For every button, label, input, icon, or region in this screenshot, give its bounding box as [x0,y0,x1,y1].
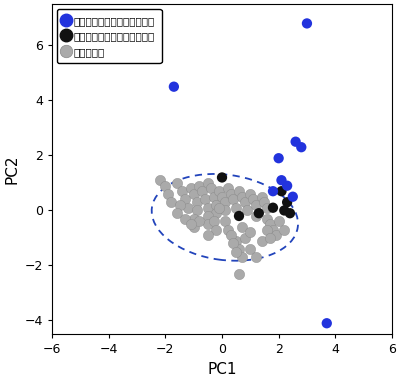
肝細胞がん [190,191,197,197]
肝細胞がん [247,191,254,197]
肝細胞がん [210,218,217,224]
肝細胞がん [222,199,228,205]
肝細胞がん [199,188,205,194]
肝細胞がん [179,188,186,194]
肝細胞がん [244,207,251,213]
肝細胞がん [185,205,191,211]
肝細胞がん [247,246,254,252]
肝細胞がん [233,238,239,244]
肝細胞がん [253,254,259,260]
肝細胞がん [205,205,211,211]
肝細胞がん [193,207,200,213]
肝細胞がん [239,224,245,230]
肝細胞がん [264,227,270,233]
肝炎のない肝内胆管細胞がん [171,84,177,90]
肝細胞がん [174,180,180,186]
肝細胞がん [190,216,197,222]
肝細胞がん [219,194,225,200]
肝細胞がん [193,199,200,205]
肝炎のある肝内胆管細胞がん [284,199,290,205]
肝細胞がん [264,205,270,211]
肝細胞がん [196,182,202,189]
肝細胞がん [258,238,265,244]
肝炎のない肝内胆管細胞がん [304,20,310,26]
肝炎のない肝内胆管細胞がん [292,139,299,145]
肝細胞がん [227,191,234,197]
肝細胞がん [196,218,202,224]
肝細胞がん [236,188,242,194]
肝細胞がん [188,221,194,227]
肝細胞がん [165,191,172,197]
X-axis label: PC1: PC1 [207,362,237,377]
肝細胞がん [216,205,222,211]
肝炎のない肝内胆管細胞がん [270,188,276,194]
肝炎のある肝内胆管細胞がん [281,207,288,213]
肝細胞がん [205,221,211,227]
肝細胞がん [250,197,256,203]
肝炎のある肝内胆管細胞がん [270,205,276,211]
肝細胞がん [224,227,231,233]
肝細胞がん [205,213,211,219]
肝細胞がん [208,186,214,192]
肝細胞がん [176,202,183,208]
肝細胞がん [168,199,174,205]
肝炎のある肝内胆管細胞がん [219,174,225,181]
肝細胞がん [182,216,188,222]
肝細胞がん [270,227,276,233]
肝炎のある肝内胆管細胞がん [278,188,285,194]
肝炎のある肝内胆管細胞がん [287,210,293,216]
肝炎のない肝内胆管細胞がん [324,320,330,326]
肝細胞がん [233,205,239,211]
肝炎のない肝内胆管細胞がん [284,182,290,189]
肝細胞がん [213,210,220,216]
肝細胞がん [222,207,228,213]
肝細胞がん [253,202,259,208]
肝炎のない肝内胆管細胞がん [298,144,304,150]
肝細胞がん [222,218,228,224]
肝細胞がん [202,197,208,203]
肝細胞がん [230,197,236,203]
肝細胞がん [264,216,270,222]
肝細胞がん [261,199,268,205]
肝炎のある肝内胆管細胞がん [256,210,262,216]
肝細胞がん [267,235,273,241]
肝細胞がん [258,194,265,200]
肝細胞がん [188,186,194,192]
肝細胞がん [267,221,273,227]
肝細胞がん [230,240,236,247]
肝細胞がん [233,249,239,255]
肝細胞がん [205,232,211,238]
肝細胞がん [281,227,288,233]
肝細胞がん [247,229,254,235]
肝細胞がん [216,188,222,194]
肝細胞がん [224,186,231,192]
肝細胞がん [276,218,282,224]
肝細胞がん [213,227,220,233]
Legend: 肝炎のない肝内胆管細胞がん, 肝炎のある肝内胆管細胞がん, 肝細胞がん: 肝炎のない肝内胆管細胞がん, 肝炎のある肝内胆管細胞がん, 肝細胞がん [57,10,162,63]
肝細胞がん [162,182,168,189]
肝炎のない肝内胆管細胞がん [290,194,296,200]
肝細胞がん [156,177,163,183]
肝細胞がん [205,180,211,186]
肝細胞がん [236,246,242,252]
肝細胞がん [273,232,279,238]
肝細胞がん [210,194,217,200]
肝細胞がん [182,197,188,203]
Y-axis label: PC2: PC2 [4,154,19,184]
肝炎のある肝内胆管細胞がん [236,213,242,219]
肝細胞がん [239,254,245,260]
肝細胞がん [239,194,245,200]
肝細胞がん [253,213,259,219]
肝細胞がん [242,199,248,205]
肝炎のない肝内胆管細胞がん [276,155,282,161]
肝細胞がん [236,271,242,277]
肝細胞がん [227,232,234,238]
肝細胞がん [190,224,197,230]
肝細胞がん [242,235,248,241]
肝炎のない肝内胆管細胞がん [278,177,285,183]
肝細胞がん [174,210,180,216]
肝細胞がん [213,202,220,208]
